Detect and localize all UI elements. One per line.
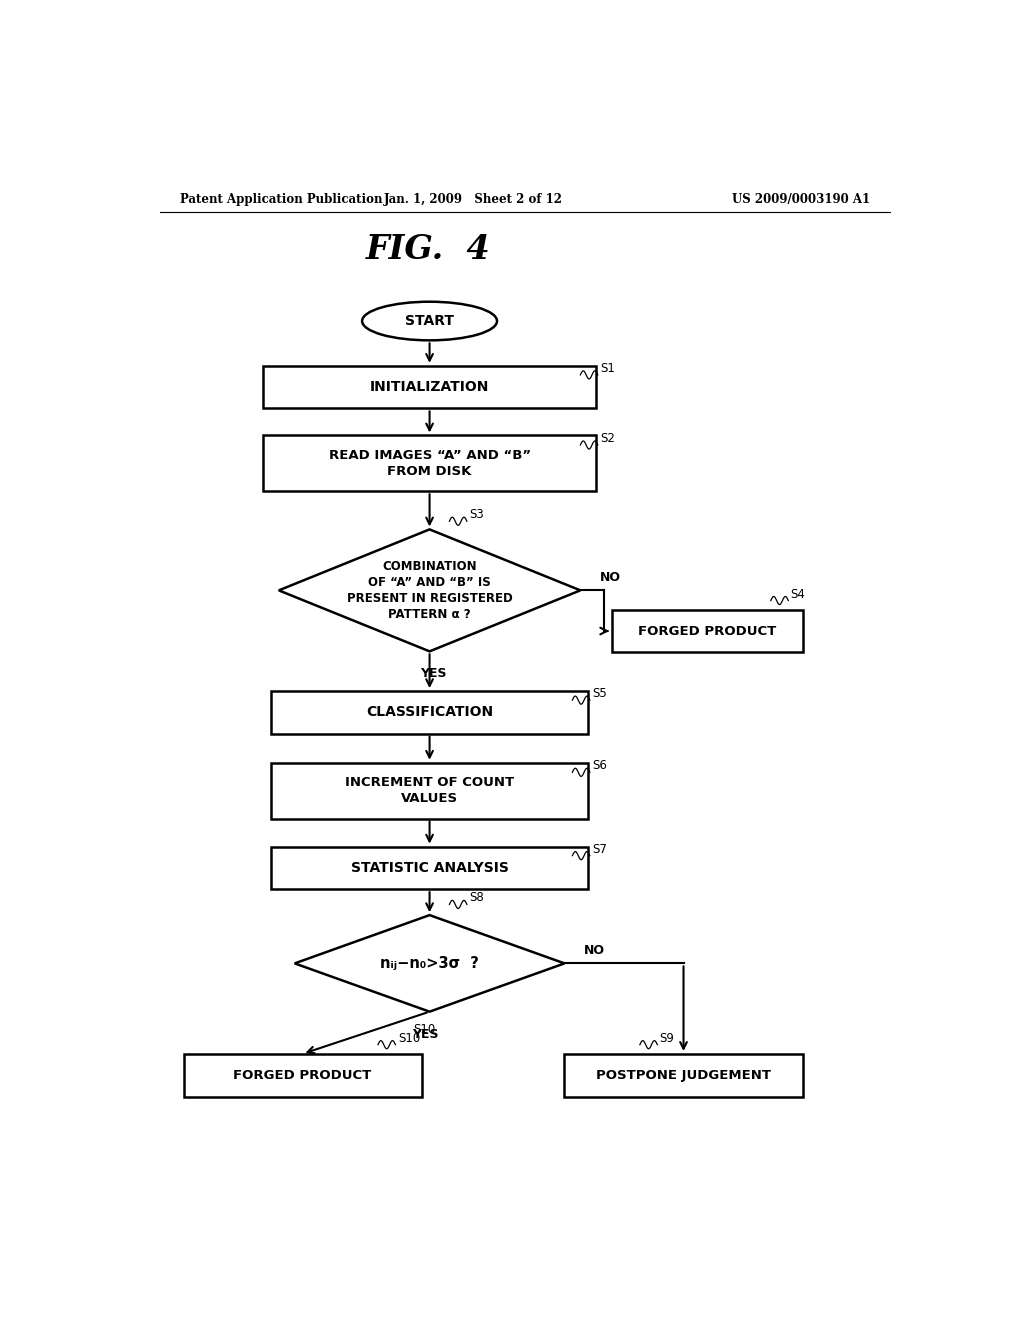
- Text: Jan. 1, 2009   Sheet 2 of 12: Jan. 1, 2009 Sheet 2 of 12: [384, 193, 563, 206]
- FancyBboxPatch shape: [270, 763, 588, 818]
- Text: NO: NO: [585, 944, 605, 957]
- Text: START: START: [406, 314, 454, 329]
- Text: S7: S7: [592, 842, 607, 855]
- FancyBboxPatch shape: [612, 610, 803, 652]
- Text: S9: S9: [659, 1032, 675, 1044]
- FancyBboxPatch shape: [270, 846, 588, 890]
- Text: Patent Application Publication: Patent Application Publication: [179, 193, 382, 206]
- Text: FIG.  4: FIG. 4: [367, 234, 490, 267]
- Polygon shape: [295, 915, 564, 1011]
- Text: S8: S8: [469, 891, 484, 904]
- Text: US 2009/0003190 A1: US 2009/0003190 A1: [732, 193, 870, 206]
- FancyBboxPatch shape: [270, 690, 588, 734]
- Text: READ IMAGES “A” AND “B”
FROM DISK: READ IMAGES “A” AND “B” FROM DISK: [329, 449, 530, 478]
- Text: FORGED PRODUCT: FORGED PRODUCT: [233, 1069, 372, 1081]
- Text: S1: S1: [600, 362, 615, 375]
- Text: NO: NO: [600, 570, 622, 583]
- FancyBboxPatch shape: [183, 1053, 422, 1097]
- Text: POSTPONE JUDGEMENT: POSTPONE JUDGEMENT: [596, 1069, 771, 1081]
- FancyBboxPatch shape: [564, 1053, 803, 1097]
- Text: S10: S10: [414, 1023, 436, 1036]
- FancyBboxPatch shape: [263, 436, 596, 491]
- Text: INITIALIZATION: INITIALIZATION: [370, 380, 489, 395]
- Text: CLASSIFICATION: CLASSIFICATION: [366, 705, 494, 719]
- Text: STATISTIC ANALYSIS: STATISTIC ANALYSIS: [350, 861, 509, 875]
- Text: INCREMENT OF COUNT
VALUES: INCREMENT OF COUNT VALUES: [345, 776, 514, 805]
- Text: YES: YES: [413, 1027, 439, 1040]
- Text: COMBINATION
OF “A” AND “B” IS
PRESENT IN REGISTERED
PATTERN α ?: COMBINATION OF “A” AND “B” IS PRESENT IN…: [347, 560, 512, 620]
- Text: S4: S4: [791, 587, 806, 601]
- Text: FORGED PRODUCT: FORGED PRODUCT: [638, 624, 776, 638]
- Text: S5: S5: [592, 688, 607, 700]
- Text: YES: YES: [420, 667, 446, 680]
- Text: S3: S3: [469, 508, 484, 521]
- Ellipse shape: [362, 302, 497, 341]
- Polygon shape: [279, 529, 581, 651]
- Text: nᵢⱼ−n₀>3σ  ?: nᵢⱼ−n₀>3σ ?: [380, 956, 479, 972]
- Text: S10: S10: [397, 1032, 420, 1044]
- FancyBboxPatch shape: [263, 366, 596, 408]
- Text: S2: S2: [600, 432, 615, 445]
- Text: S6: S6: [592, 759, 607, 772]
